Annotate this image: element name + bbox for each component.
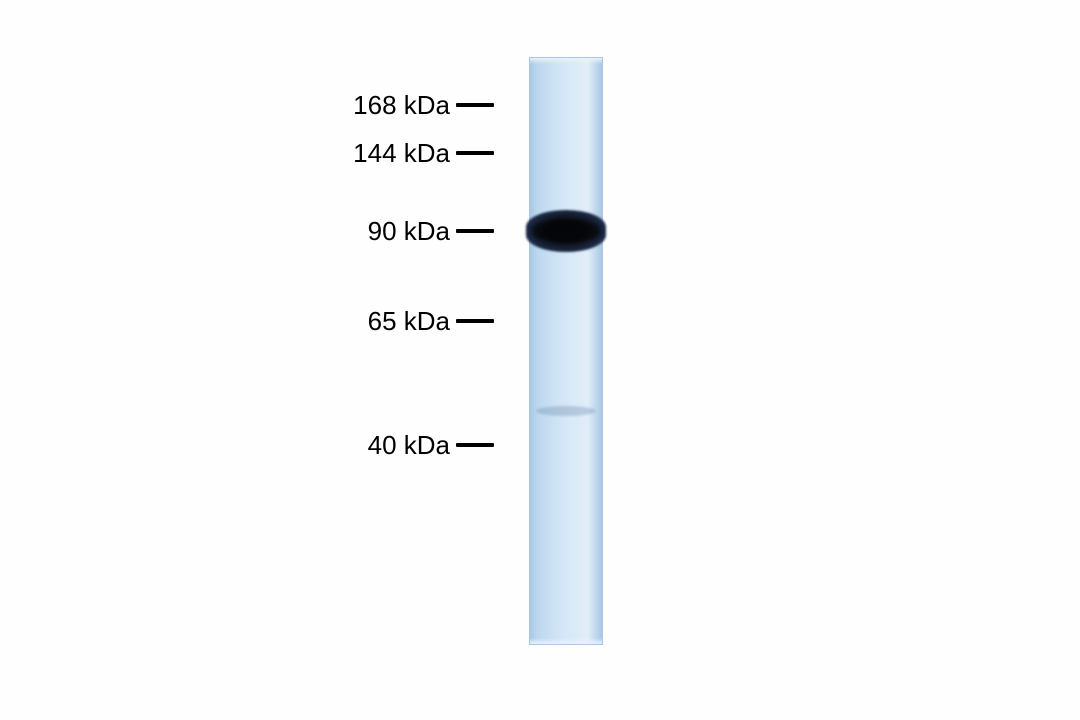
mw-marker: 40 kDa — [368, 430, 494, 461]
blot-band-faint — [536, 406, 596, 416]
mw-marker: 144 kDa — [353, 138, 494, 169]
mw-marker-tick — [456, 103, 494, 107]
mw-marker-label: 168 kDa — [353, 90, 450, 121]
blot-band-main — [526, 210, 606, 252]
mw-marker-tick — [456, 229, 494, 233]
mw-marker-label: 40 kDa — [368, 430, 450, 461]
mw-marker: 65 kDa — [368, 306, 494, 337]
mw-marker-tick — [456, 151, 494, 155]
mw-marker: 90 kDa — [368, 216, 494, 247]
blot-figure: 168 kDa 144 kDa 90 kDa 65 kDa 40 kDa — [0, 0, 1080, 720]
lane-bottom-edge — [530, 638, 602, 644]
lane-top-edge — [530, 58, 602, 64]
mw-marker-label: 90 kDa — [368, 216, 450, 247]
mw-marker-tick — [456, 443, 494, 447]
mw-marker-label: 65 kDa — [368, 306, 450, 337]
mw-marker: 168 kDa — [353, 90, 494, 121]
mw-marker-label: 144 kDa — [353, 138, 450, 169]
mw-marker-tick — [456, 319, 494, 323]
blot-lane — [530, 58, 602, 644]
